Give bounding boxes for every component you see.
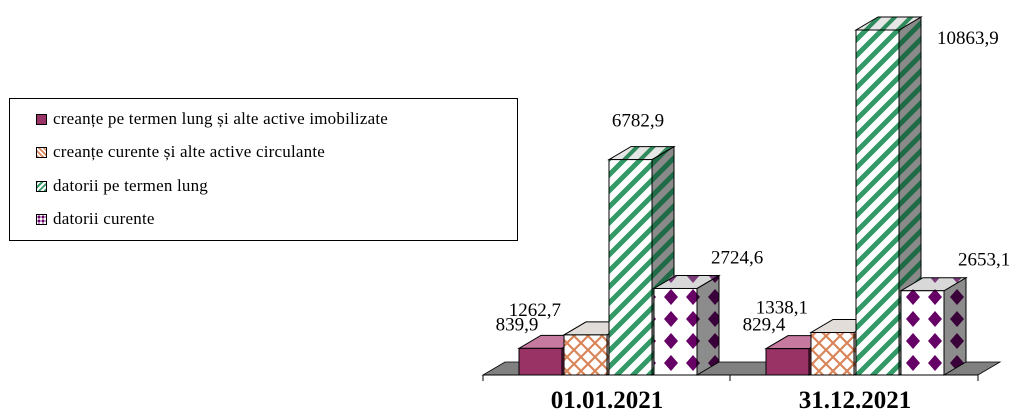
legend-swatch-0: [36, 113, 47, 125]
x-axis: 01.01.2021 31.12.2021: [482, 374, 979, 414]
legend-label-1: creanțe curente și alte active circulant…: [53, 142, 326, 161]
bar-front-0-3: [653, 287, 698, 376]
bar-front-0-0: [518, 347, 563, 376]
bar-front-1-3: [900, 290, 945, 376]
bar-side-0-3: [696, 274, 720, 376]
legend-item-0: creanțe pe termen lung și alte active im…: [36, 108, 388, 130]
bar-1-3: [899, 276, 968, 376]
data-label-1-2: 10863,9: [937, 28, 999, 49]
bar-front-1-2: [855, 29, 900, 376]
legend-item-1: creanțe curente și alte active circulant…: [36, 141, 325, 163]
data-label-1-3: 2653,1: [958, 250, 1010, 271]
bar-front-0-2: [608, 159, 653, 376]
x-tick-label-0: 01.01.2021: [551, 387, 664, 414]
legend-item-3: datorii curente: [36, 208, 155, 230]
legend: creanțe pe termen lung și alte active im…: [9, 98, 518, 241]
legend-label-3: datorii curente: [53, 209, 155, 228]
data-label-0-0: 839,9: [496, 314, 539, 335]
legend-swatch-1: [36, 146, 47, 158]
bar-series-group: [517, 16, 968, 376]
data-label-1-1: 1338,1: [756, 298, 808, 319]
legend-item-2: datorii pe termen lung: [36, 175, 208, 197]
bar-front-1-0: [765, 348, 810, 376]
bar-front-0-1: [563, 334, 608, 376]
legend-label-2: datorii pe termen lung: [53, 176, 208, 195]
data-label-0-1: 1262,7: [509, 300, 561, 321]
bar-front-1-1: [810, 332, 855, 376]
legend-label-0: creanțe pe termen lung și alte active im…: [53, 109, 389, 128]
data-label-0-3: 2724,6: [711, 247, 763, 268]
bar-0-3: [652, 274, 721, 376]
x-tick-label-1: 31.12.2021: [799, 387, 912, 414]
data-label-0-2: 6782,9: [612, 111, 664, 132]
legend-swatch-2: [36, 180, 47, 192]
bar-side-1-3: [943, 276, 967, 376]
legend-swatch-3: [36, 213, 47, 225]
data-label-1-0: 829,4: [743, 315, 786, 336]
